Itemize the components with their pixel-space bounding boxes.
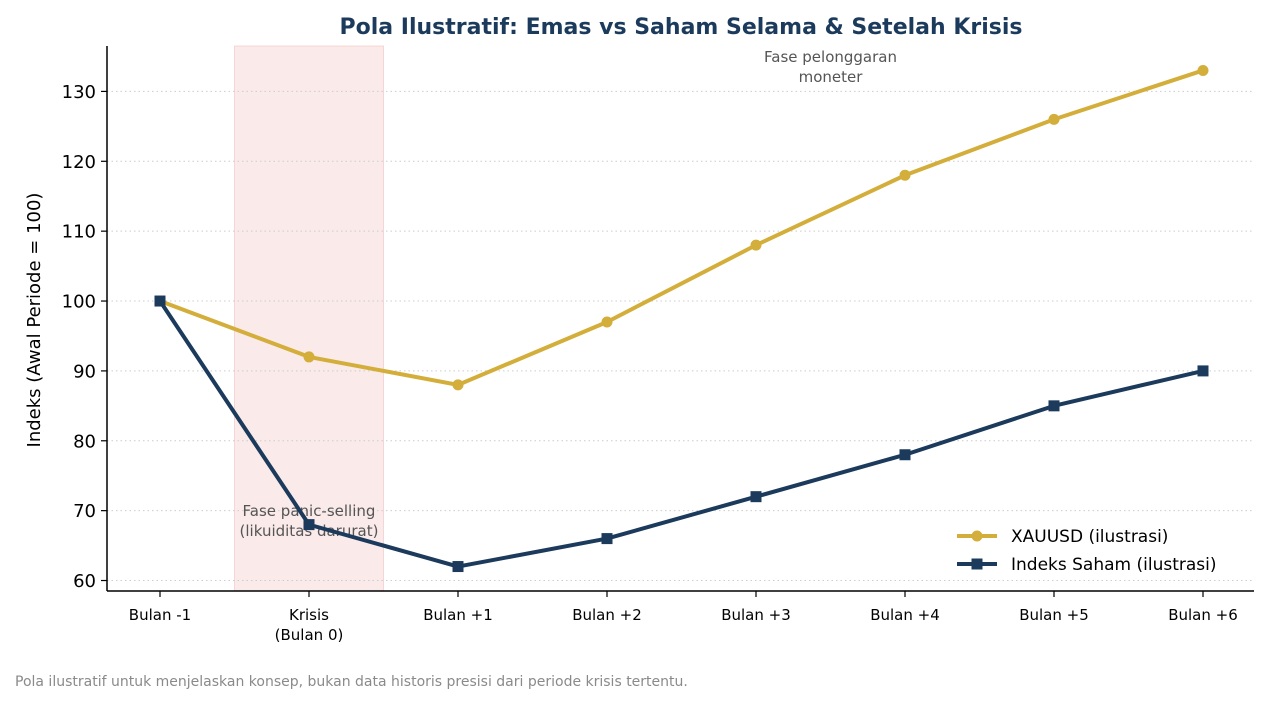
data-point bbox=[303, 519, 315, 531]
chart: Pola Ilustratif: Emas vs Saham Selama & … bbox=[24, 15, 1254, 644]
y-tick-label: 120 bbox=[62, 152, 96, 173]
x-tick-label: Bulan +5 bbox=[1019, 606, 1089, 624]
footnote: Pola ilustratif untuk menjelaskan konsep… bbox=[15, 674, 688, 690]
y-axis-label: Indeks (Awal Periode = 100) bbox=[24, 193, 45, 448]
x-tick-label: Bulan +2 bbox=[572, 606, 642, 624]
data-point bbox=[750, 491, 762, 503]
data-point bbox=[601, 533, 613, 545]
data-point bbox=[899, 449, 911, 461]
data-point bbox=[154, 295, 166, 307]
annotation-text: Fase pelonggaran moneter bbox=[764, 48, 897, 86]
x-tick-label: Bulan +3 bbox=[721, 606, 791, 624]
y-tick-label: 90 bbox=[73, 361, 96, 382]
data-point bbox=[303, 351, 315, 363]
x-tick-label: Krisis (Bulan 0) bbox=[275, 606, 344, 644]
legend-label: Indeks Saham (ilustrasi) bbox=[1011, 555, 1217, 575]
y-tick-label: 130 bbox=[62, 82, 96, 103]
y-tick-label: 80 bbox=[73, 431, 96, 452]
data-point bbox=[601, 316, 613, 328]
x-tick-label: Bulan +6 bbox=[1168, 606, 1238, 624]
chart-title: Pola Ilustratif: Emas vs Saham Selama & … bbox=[340, 15, 1023, 40]
data-point bbox=[1197, 64, 1209, 76]
y-tick-label: 60 bbox=[73, 571, 96, 592]
y-tick-label: 110 bbox=[62, 222, 96, 243]
data-point bbox=[1197, 365, 1209, 377]
series-line bbox=[159, 68, 1204, 387]
crisis-shaded-region bbox=[234, 45, 384, 592]
y-tick-label: 100 bbox=[62, 292, 96, 313]
x-tick-label: Bulan +4 bbox=[870, 606, 940, 624]
legend-marker bbox=[971, 530, 983, 542]
data-point bbox=[452, 379, 464, 391]
data-point bbox=[1048, 400, 1060, 412]
x-tick-label: Bulan -1 bbox=[129, 606, 191, 624]
data-point bbox=[1048, 113, 1060, 125]
y-tick-label: 70 bbox=[73, 501, 96, 522]
series-line bbox=[158, 299, 1204, 569]
x-tick-label: Bulan +1 bbox=[423, 606, 493, 624]
legend: XAUUSD (ilustrasi) Indeks Saham (ilustras… bbox=[957, 527, 1217, 575]
data-point bbox=[452, 561, 464, 573]
annotation-text: Fase panic-selling (likuiditas darurat) bbox=[240, 502, 379, 540]
data-point bbox=[750, 239, 762, 251]
legend-marker bbox=[971, 558, 983, 570]
legend-label: XAUUSD (ilustrasi) bbox=[1011, 527, 1168, 547]
data-point bbox=[899, 169, 911, 181]
